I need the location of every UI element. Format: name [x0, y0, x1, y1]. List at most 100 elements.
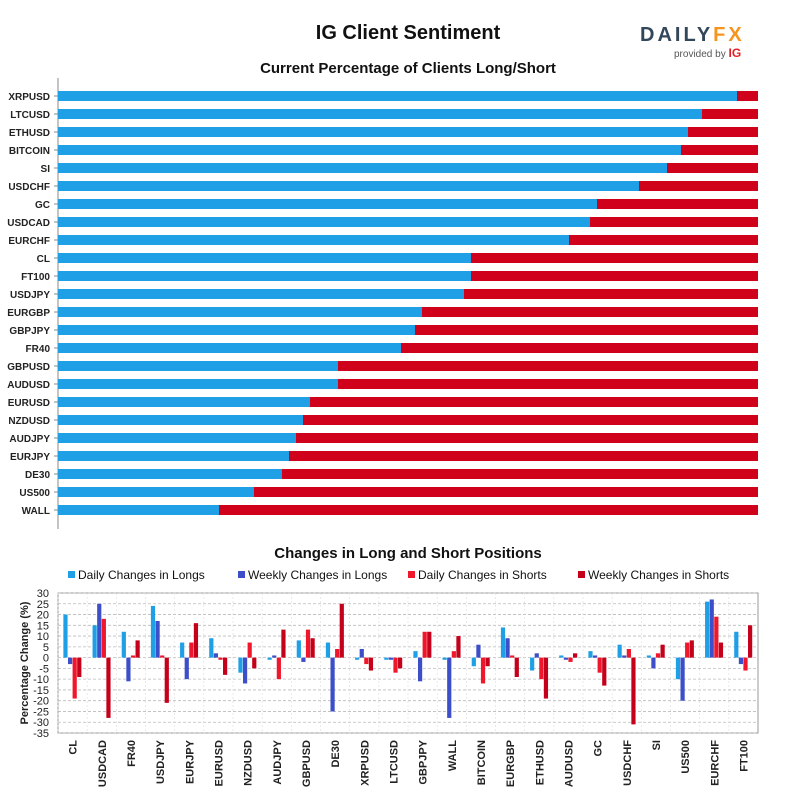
legend-item-weekly-shorts[interactable]: Weekly Changes in Shorts — [578, 568, 729, 582]
bar-short-xrpusd[interactable] — [737, 91, 758, 101]
bar-short-audjpy[interactable] — [296, 433, 758, 443]
bar-weekly-changes-in-longs-ethusd[interactable] — [534, 653, 539, 658]
bar-daily-changes-in-longs-usdjpy[interactable] — [150, 605, 156, 658]
bar-daily-changes-in-longs-ft100[interactable] — [734, 631, 739, 658]
bar-daily-changes-in-shorts-audjpy[interactable] — [276, 657, 281, 680]
bar-short-ltcusd[interactable] — [702, 109, 758, 119]
legend-item-daily-shorts[interactable]: Daily Changes in Shorts — [408, 568, 547, 582]
bar-long-audusd[interactable] — [58, 379, 338, 389]
bar-weekly-changes-in-longs-cl[interactable] — [67, 657, 73, 665]
bar-short-usdcad[interactable] — [590, 217, 758, 227]
bar-weekly-changes-in-shorts-us500[interactable] — [689, 640, 694, 658]
bar-weekly-changes-in-shorts-cl[interactable] — [77, 657, 82, 677]
bar-daily-changes-in-longs-si[interactable] — [646, 655, 651, 658]
bar-weekly-changes-in-shorts-ethusd[interactable] — [543, 657, 549, 699]
bar-short-fr40[interactable] — [401, 343, 758, 353]
bar-short-usdjpy[interactable] — [464, 289, 758, 299]
bar-weekly-changes-in-longs-ft100[interactable] — [738, 657, 744, 665]
bar-short-gc[interactable] — [597, 199, 758, 209]
bar-weekly-changes-in-longs-xrpusd[interactable] — [359, 649, 364, 658]
bar-weekly-changes-in-longs-usdchf[interactable] — [622, 655, 627, 658]
bar-long-xrpusd[interactable] — [58, 91, 737, 101]
bar-daily-changes-in-longs-ethusd[interactable] — [530, 657, 535, 671]
bar-long-gc[interactable] — [58, 199, 597, 209]
bar-weekly-changes-in-shorts-usdcad[interactable] — [106, 657, 111, 718]
bar-daily-changes-in-longs-eurchf[interactable] — [705, 601, 710, 658]
bar-daily-changes-in-longs-fr40[interactable] — [121, 631, 126, 658]
bar-weekly-changes-in-shorts-nzdusd[interactable] — [252, 657, 257, 669]
bar-daily-changes-in-longs-xrpusd[interactable] — [355, 657, 360, 660]
bar-long-bitcoin[interactable] — [58, 145, 681, 155]
bar-daily-changes-in-longs-de30[interactable] — [325, 642, 331, 658]
bar-long-eurgbp[interactable] — [58, 307, 422, 317]
bar-daily-changes-in-shorts-eurchf[interactable] — [714, 616, 719, 658]
bar-short-wall[interactable] — [219, 505, 758, 515]
bar-short-gbpusd[interactable] — [338, 361, 758, 371]
bar-long-wall[interactable] — [58, 505, 219, 515]
bar-weekly-changes-in-longs-eurgbp[interactable] — [505, 638, 510, 658]
bar-weekly-changes-in-longs-usdcad[interactable] — [97, 603, 102, 658]
bar-weekly-changes-in-longs-usdjpy[interactable] — [155, 621, 160, 658]
bar-long-nzdusd[interactable] — [58, 415, 303, 425]
bar-short-usdchf[interactable] — [639, 181, 758, 191]
bar-daily-changes-in-shorts-usdcad[interactable] — [101, 618, 106, 658]
bar-weekly-changes-in-shorts-ft100[interactable] — [748, 625, 753, 658]
bar-weekly-changes-in-longs-us500[interactable] — [680, 657, 685, 701]
bar-daily-changes-in-shorts-de30[interactable] — [335, 649, 340, 658]
bar-short-ft100[interactable] — [471, 271, 758, 281]
bar-weekly-changes-in-longs-eurjpy[interactable] — [184, 657, 189, 680]
bar-daily-changes-in-longs-eurgbp[interactable] — [500, 627, 506, 658]
bar-daily-changes-in-shorts-gbpjpy[interactable] — [422, 631, 427, 658]
bar-short-ethusd[interactable] — [688, 127, 758, 137]
bar-daily-changes-in-shorts-usdchf[interactable] — [626, 649, 631, 658]
bar-weekly-changes-in-shorts-ltcusd[interactable] — [398, 657, 403, 669]
bar-daily-changes-in-longs-eurusd[interactable] — [209, 638, 214, 658]
bar-short-eurgbp[interactable] — [422, 307, 758, 317]
bar-daily-changes-in-shorts-xrpusd[interactable] — [364, 657, 369, 665]
bar-weekly-changes-in-longs-gbpusd[interactable] — [301, 657, 306, 662]
bar-daily-changes-in-longs-gbpjpy[interactable] — [413, 651, 418, 658]
bar-weekly-changes-in-longs-de30[interactable] — [330, 657, 335, 712]
bar-daily-changes-in-shorts-si[interactable] — [655, 653, 661, 658]
bar-daily-changes-in-shorts-cl[interactable] — [72, 657, 77, 699]
bar-daily-changes-in-shorts-gbpusd[interactable] — [305, 629, 311, 658]
bar-weekly-changes-in-shorts-eurusd[interactable] — [223, 657, 228, 675]
bar-daily-changes-in-shorts-ethusd[interactable] — [539, 657, 544, 680]
bar-daily-changes-in-longs-eurjpy[interactable] — [180, 642, 185, 658]
bar-daily-changes-in-longs-audjpy[interactable] — [267, 657, 272, 660]
bar-short-nzdusd[interactable] — [303, 415, 758, 425]
bar-weekly-changes-in-longs-fr40[interactable] — [126, 657, 131, 682]
bar-long-fr40[interactable] — [58, 343, 401, 353]
bar-short-cl[interactable] — [471, 253, 758, 263]
bar-long-usdcad[interactable] — [58, 217, 590, 227]
bar-weekly-changes-in-longs-bitcoin[interactable] — [476, 644, 481, 658]
bar-daily-changes-in-longs-ltcusd[interactable] — [384, 657, 389, 660]
bar-daily-changes-in-shorts-wall[interactable] — [451, 651, 456, 658]
bar-daily-changes-in-longs-usdcad[interactable] — [92, 625, 97, 658]
bar-weekly-changes-in-shorts-audjpy[interactable] — [281, 629, 286, 658]
bar-weekly-changes-in-longs-nzdusd[interactable] — [242, 657, 248, 684]
bar-long-si[interactable] — [58, 163, 667, 173]
bar-short-de30[interactable] — [282, 469, 758, 479]
bar-daily-changes-in-shorts-bitcoin[interactable] — [480, 657, 486, 684]
bar-long-ft100[interactable] — [58, 271, 471, 281]
bar-daily-changes-in-shorts-fr40[interactable] — [130, 655, 136, 658]
bar-weekly-changes-in-shorts-usdjpy[interactable] — [164, 657, 169, 703]
bar-daily-changes-in-shorts-ltcusd[interactable] — [393, 657, 398, 673]
bar-short-eurusd[interactable] — [310, 397, 758, 407]
bar-short-eurjpy[interactable] — [289, 451, 758, 461]
bar-weekly-changes-in-longs-gbpjpy[interactable] — [417, 657, 423, 682]
bar-daily-changes-in-longs-bitcoin[interactable] — [471, 657, 476, 667]
bar-daily-changes-in-shorts-us500[interactable] — [685, 642, 690, 658]
bar-long-de30[interactable] — [58, 469, 282, 479]
bar-weekly-changes-in-shorts-eurjpy[interactable] — [193, 623, 199, 658]
bar-daily-changes-in-shorts-usdjpy[interactable] — [160, 655, 165, 658]
bar-long-us500[interactable] — [58, 487, 254, 497]
bar-weekly-changes-in-longs-gc[interactable] — [592, 655, 598, 658]
bar-weekly-changes-in-shorts-fr40[interactable] — [135, 640, 140, 658]
legend-item-daily-longs[interactable]: Daily Changes in Longs — [68, 568, 205, 582]
bar-long-audjpy[interactable] — [58, 433, 296, 443]
bar-long-ethusd[interactable] — [58, 127, 688, 137]
bar-daily-changes-in-shorts-eurusd[interactable] — [218, 657, 223, 660]
bar-weekly-changes-in-shorts-eurgbp[interactable] — [514, 657, 519, 677]
